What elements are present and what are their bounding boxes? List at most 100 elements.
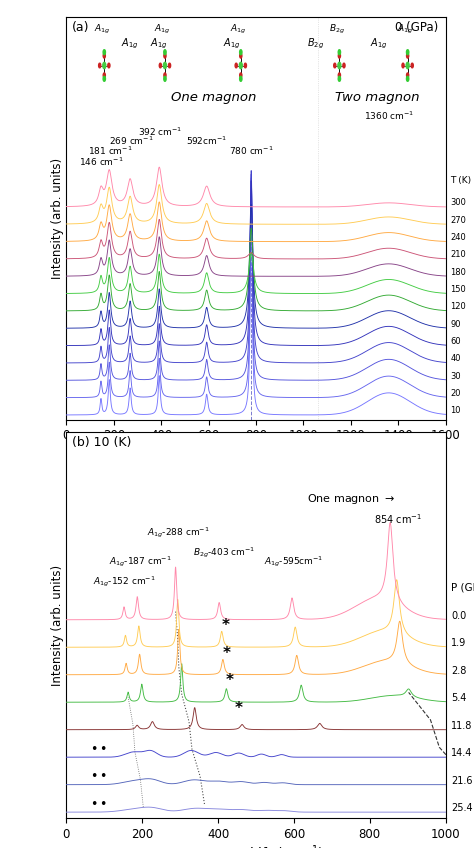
- Text: 0.0: 0.0: [451, 611, 466, 621]
- Text: 120: 120: [450, 302, 466, 311]
- Text: 60: 60: [450, 337, 461, 346]
- Text: •: •: [91, 770, 98, 783]
- Text: 20: 20: [450, 389, 461, 398]
- Text: *: *: [223, 646, 231, 661]
- Circle shape: [343, 64, 345, 68]
- Text: 21.6: 21.6: [451, 776, 473, 785]
- Circle shape: [240, 53, 242, 58]
- Text: Two magnon: Two magnon: [335, 91, 419, 103]
- Circle shape: [240, 50, 242, 55]
- Text: One magnon $\rightarrow$: One magnon $\rightarrow$: [307, 492, 395, 505]
- Text: 240: 240: [450, 233, 466, 242]
- Text: 210: 210: [450, 250, 466, 259]
- Text: •: •: [99, 770, 106, 783]
- Y-axis label: Intensity (arb. units): Intensity (arb. units): [51, 158, 64, 279]
- Circle shape: [164, 50, 166, 55]
- Circle shape: [239, 62, 242, 69]
- Text: 1360 cm$^{-1}$: 1360 cm$^{-1}$: [364, 109, 414, 122]
- Text: 269 cm$^{-1}$: 269 cm$^{-1}$: [109, 135, 154, 147]
- Text: (a): (a): [72, 21, 90, 34]
- Text: $A_{1g}$: $A_{1g}$: [155, 23, 171, 36]
- Text: 300: 300: [450, 198, 466, 207]
- Circle shape: [103, 62, 106, 69]
- Circle shape: [235, 64, 237, 68]
- Text: •: •: [99, 797, 106, 811]
- Circle shape: [103, 53, 105, 58]
- Circle shape: [407, 50, 409, 55]
- Circle shape: [402, 64, 404, 68]
- Circle shape: [338, 62, 341, 69]
- Text: 150: 150: [450, 285, 466, 294]
- Text: $A_{1g}$-595cm$^{-1}$: $A_{1g}$-595cm$^{-1}$: [264, 555, 324, 569]
- Circle shape: [164, 62, 166, 69]
- Text: *: *: [226, 673, 234, 689]
- Text: •: •: [99, 743, 106, 756]
- Text: •: •: [91, 743, 98, 756]
- Text: $A_{1g}$: $A_{1g}$: [397, 23, 413, 36]
- Text: 780 cm$^{-1}$: 780 cm$^{-1}$: [229, 145, 273, 157]
- Text: 0 (GPa): 0 (GPa): [395, 21, 438, 34]
- Circle shape: [103, 73, 105, 77]
- Circle shape: [164, 76, 166, 81]
- Circle shape: [108, 64, 110, 68]
- Text: 592cm$^{-1}$: 592cm$^{-1}$: [186, 135, 227, 147]
- Text: $B_{2g}$: $B_{2g}$: [307, 36, 324, 51]
- Text: 30: 30: [450, 371, 461, 381]
- Text: $A_{1g}$: $A_{1g}$: [94, 23, 110, 36]
- Text: $A_{1g}$-152 cm$^{-1}$: $A_{1g}$-152 cm$^{-1}$: [92, 574, 155, 589]
- Circle shape: [103, 50, 105, 55]
- Text: $A_{1g}$-288 cm$^{-1}$: $A_{1g}$-288 cm$^{-1}$: [147, 526, 210, 540]
- Circle shape: [338, 50, 340, 55]
- Circle shape: [411, 64, 413, 68]
- Circle shape: [334, 64, 336, 68]
- Text: 5.4: 5.4: [451, 693, 466, 703]
- Text: $A_{1g}$: $A_{1g}$: [370, 36, 388, 51]
- Circle shape: [99, 64, 101, 68]
- Text: 14.4: 14.4: [451, 748, 473, 758]
- Text: 854 cm$^{-1}$: 854 cm$^{-1}$: [374, 512, 422, 526]
- Text: 10: 10: [450, 406, 461, 416]
- X-axis label: Raman Shift (cm$^{-1}$): Raman Shift (cm$^{-1}$): [187, 844, 325, 848]
- Text: $A_{1g}$: $A_{1g}$: [150, 36, 168, 51]
- Circle shape: [244, 64, 246, 68]
- Text: P (GPa): P (GPa): [451, 582, 474, 592]
- Text: *: *: [235, 701, 243, 716]
- Text: •: •: [91, 797, 98, 811]
- Text: 11.8: 11.8: [451, 721, 473, 731]
- Text: T (K): T (K): [450, 176, 472, 185]
- Text: $A_{1g}$-187 cm$^{-1}$: $A_{1g}$-187 cm$^{-1}$: [109, 555, 172, 569]
- Text: $A_{1g}$: $A_{1g}$: [230, 23, 246, 36]
- Text: 146 cm$^{-1}$: 146 cm$^{-1}$: [79, 155, 123, 168]
- Text: *: *: [221, 618, 229, 633]
- Circle shape: [103, 76, 105, 81]
- Text: 90: 90: [450, 320, 461, 328]
- Circle shape: [407, 76, 409, 81]
- Text: $B_{2g}$: $B_{2g}$: [329, 23, 345, 36]
- Circle shape: [407, 73, 409, 77]
- Text: $B_{2g}$-403 cm$^{-1}$: $B_{2g}$-403 cm$^{-1}$: [192, 545, 255, 561]
- Text: (b) 10 (K): (b) 10 (K): [72, 437, 131, 449]
- Circle shape: [407, 53, 409, 58]
- Text: 270: 270: [450, 215, 466, 225]
- Text: 25.4: 25.4: [451, 803, 473, 813]
- Text: 2.8: 2.8: [451, 666, 466, 676]
- Circle shape: [406, 62, 409, 69]
- Text: $A_{1g}$: $A_{1g}$: [121, 36, 139, 51]
- Circle shape: [159, 64, 162, 68]
- Text: 1.9: 1.9: [451, 639, 466, 648]
- Circle shape: [338, 53, 340, 58]
- Text: 180: 180: [450, 267, 466, 276]
- Circle shape: [338, 76, 340, 81]
- Y-axis label: Intensity (arb. units): Intensity (arb. units): [51, 565, 64, 686]
- Text: 181 cm$^{-1}$: 181 cm$^{-1}$: [88, 145, 133, 157]
- Text: $A_{1g}$: $A_{1g}$: [223, 36, 241, 51]
- Text: 40: 40: [450, 354, 461, 363]
- Circle shape: [338, 73, 340, 77]
- Circle shape: [164, 73, 166, 77]
- Circle shape: [168, 64, 171, 68]
- Circle shape: [164, 53, 166, 58]
- Text: One magnon: One magnon: [171, 91, 256, 103]
- Circle shape: [240, 76, 242, 81]
- Circle shape: [240, 73, 242, 77]
- Text: 392 cm$^{-1}$: 392 cm$^{-1}$: [138, 126, 182, 138]
